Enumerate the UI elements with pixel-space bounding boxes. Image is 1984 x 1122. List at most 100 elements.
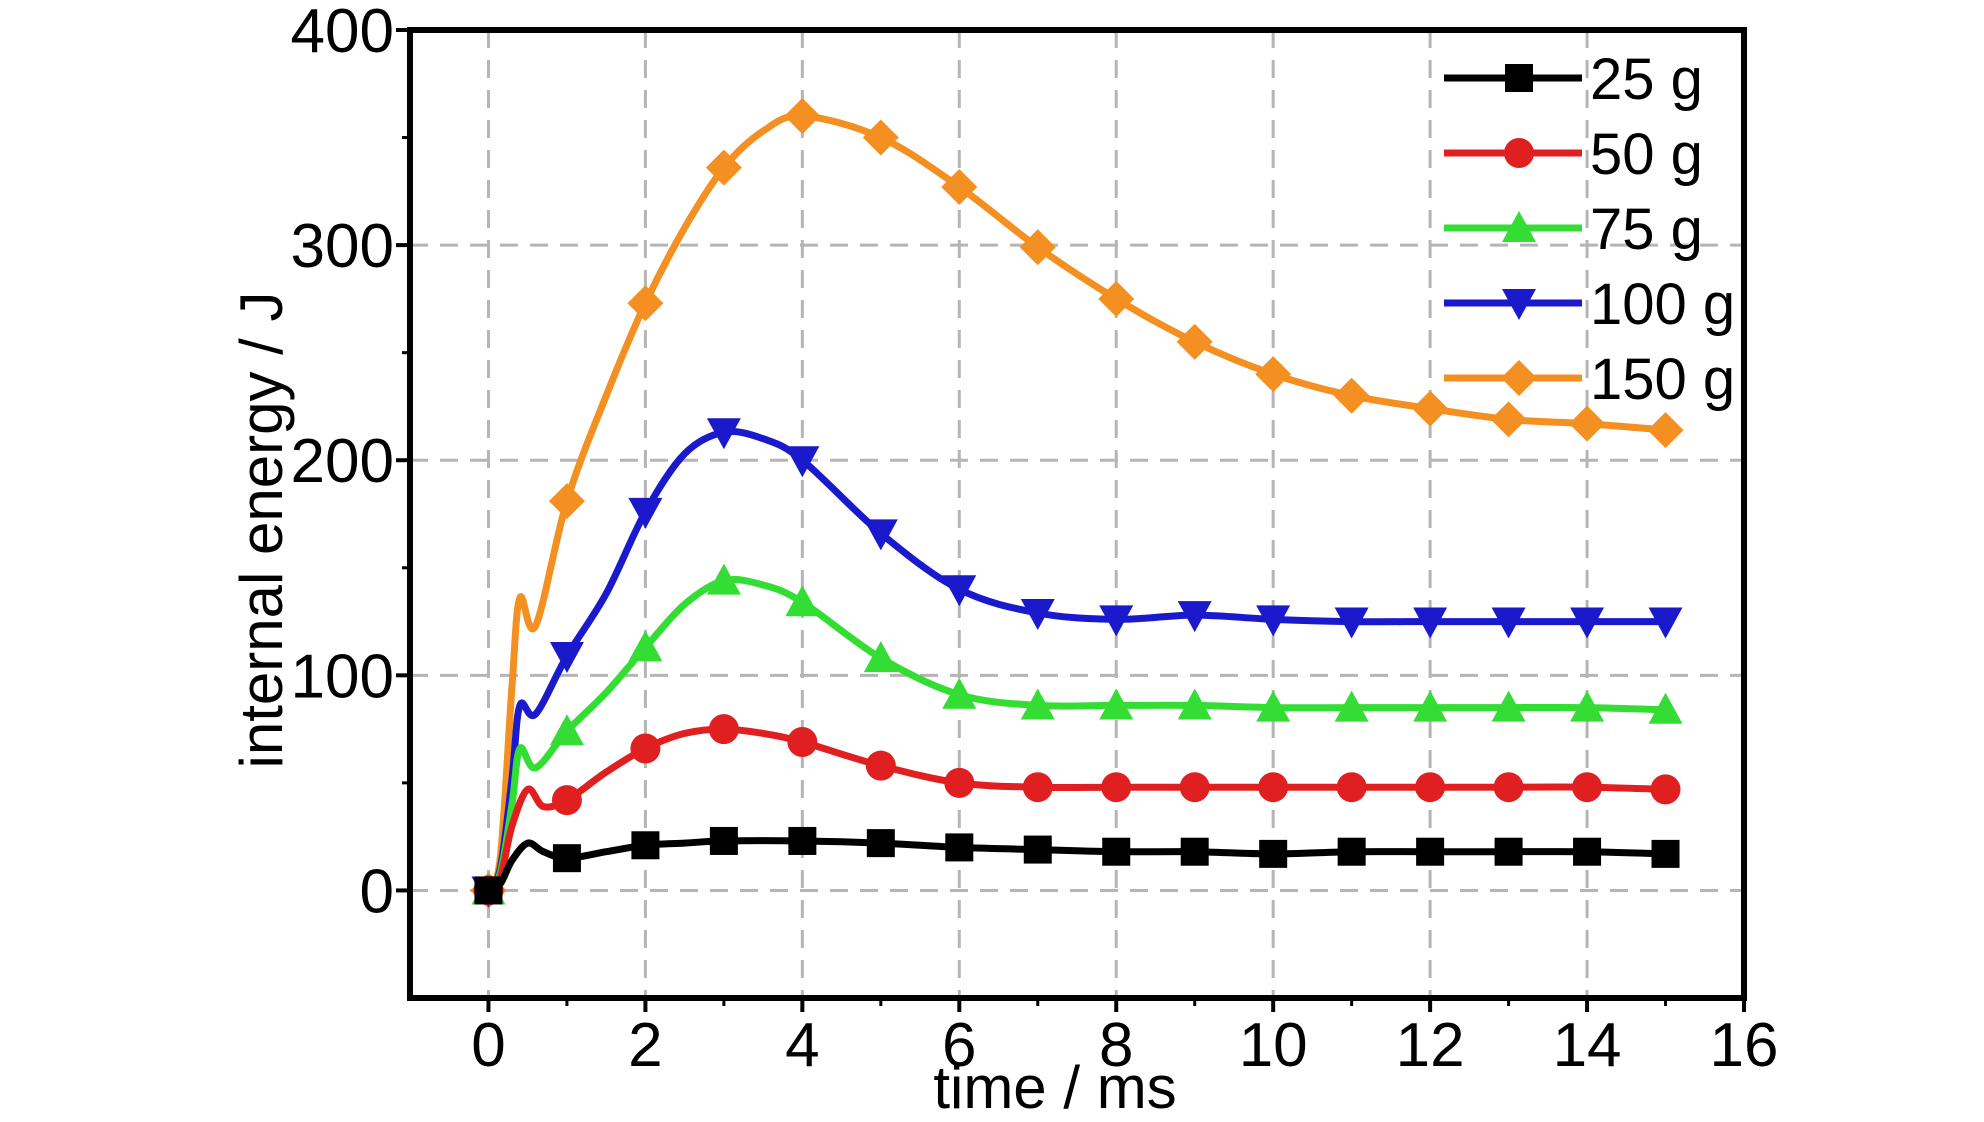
legend-swatch-marker [1504,138,1534,168]
data-point [1337,837,1366,866]
data-point [709,826,738,855]
legend: 25 g 50 g 75 g 100 g 150 g [1444,47,1735,412]
data-point [863,641,898,673]
data-point [1023,835,1052,864]
y-tick-label: 100 [291,642,394,711]
legend-label: 150 g [1590,347,1735,412]
data-point [1648,692,1683,724]
y-tick-label: 200 [291,427,394,496]
data-point [944,767,975,798]
data-point [1098,280,1135,317]
data-point [1180,837,1209,866]
legend-item: 150 g [1444,347,1735,412]
data-point [1647,412,1684,449]
data-point [549,641,584,673]
x-tick-label: 16 [1710,1011,1779,1080]
x-tick-label: 6 [942,1011,976,1080]
legend-label: 25 g [1590,47,1703,112]
data-point [1176,323,1213,360]
y-tick-label: 400 [291,0,394,66]
x-axis-title: time / ms [933,1054,1176,1121]
legend-label: 75 g [1590,197,1703,262]
data-point [1022,772,1053,803]
data-point [1256,690,1291,722]
axis-ticks: 0 2 4 6 8 10 12 14 16 0 100 200 300 400 [291,0,1779,1080]
x-tick-label: 4 [785,1011,819,1080]
x-tick-label: 10 [1239,1011,1308,1080]
legend-item: 50 g [1444,122,1703,187]
data-point [708,714,739,745]
data-point [1020,598,1055,630]
legend-item: 25 g [1444,47,1703,112]
legend-label: 100 g [1590,272,1735,337]
y-tick-label: 0 [360,857,394,926]
data-point [1333,377,1370,414]
x-tick-label: 0 [471,1011,505,1080]
data-point [706,418,741,450]
legend-swatch-marker [1502,289,1536,320]
legend-item: 100 g [1444,272,1735,337]
data-point [1255,356,1292,393]
legend-item: 75 g [1444,197,1703,262]
data-point [942,575,977,607]
data-point [1570,690,1605,722]
series-group [471,563,1683,905]
x-tick-label: 8 [1099,1011,1133,1080]
data-point [941,169,978,206]
series-line [485,576,1669,894]
data-point [548,483,585,520]
data-point [785,446,820,478]
data-point [1259,839,1288,868]
data-point [1570,607,1605,639]
data-point [866,829,895,858]
data-point [1573,837,1602,866]
x-tick-label: 2 [628,1011,662,1080]
data-point [1651,839,1680,868]
data-point [1413,690,1448,722]
data-point [1334,690,1369,722]
data-point [862,119,899,156]
series-group [474,826,1680,905]
data-point [1334,607,1369,639]
data-point [1256,605,1291,637]
data-point [1491,690,1526,722]
data-point [1336,772,1367,803]
data-point [1416,837,1445,866]
data-point [1415,772,1446,803]
data-point [631,831,660,860]
data-point [630,733,661,764]
legend-swatch-marker [1501,360,1537,396]
data-point [1102,837,1131,866]
data-point [1179,772,1210,803]
legend-swatch-marker [1505,64,1533,92]
data-point [1099,605,1134,637]
data-point [787,727,818,758]
data-point [1019,229,1056,266]
legend-label: 50 g [1590,122,1703,187]
data-point [1648,607,1683,639]
data-point [552,844,581,873]
plot-border [407,27,1747,1001]
data-point [1412,390,1449,427]
data-point [549,714,584,746]
data-point [1572,772,1603,803]
data-point [474,876,503,905]
data-point [1491,607,1526,639]
x-tick-label: 12 [1396,1011,1465,1080]
data-point [627,285,664,322]
data-point [1493,772,1524,803]
data-point [788,826,817,855]
data-point [705,149,742,186]
data-point [863,519,898,551]
data-point [865,750,896,781]
y-axis-title: internal energy / J [228,292,295,769]
data-point [628,630,663,662]
data-point [1177,601,1212,633]
series-group [471,418,1683,908]
series-line [485,428,1669,894]
data-point [1020,688,1055,720]
data-point [1569,405,1606,442]
data-point [706,563,741,595]
